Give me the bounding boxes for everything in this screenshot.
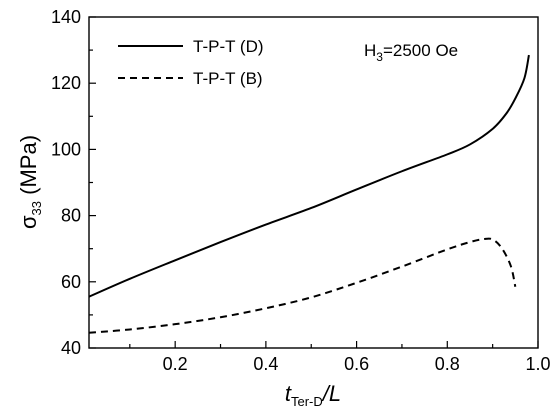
y-axis-title: σ33 (MPa) — [16, 135, 44, 229]
y-tick-label: 80 — [61, 206, 81, 226]
x-tick-label: 0.8 — [435, 354, 460, 374]
legend-label-1: T-P-T (D) — [193, 37, 264, 56]
x-tick-label: 1.0 — [525, 354, 550, 374]
annotation-field: H3=2500 Oe — [364, 41, 458, 64]
y-tick-label: 60 — [61, 272, 81, 292]
x-axis-title: tTer-D/L — [285, 381, 341, 409]
y-tick-label: 40 — [61, 338, 81, 358]
plot-frame — [88, 16, 539, 349]
y-tick-label: 120 — [51, 73, 81, 93]
legend: T-P-T (D) T-P-T (B) — [118, 37, 264, 88]
x-tick-label: 0.6 — [344, 354, 369, 374]
series-line-solid — [88, 54, 530, 298]
y-tick-label: 140 — [51, 7, 81, 27]
y-axis-ticks: 40 60 80 100 120 140 — [51, 7, 96, 358]
legend-label-2: T-P-T (B) — [193, 69, 263, 88]
x-tick-label: 0.2 — [163, 354, 188, 374]
series-line-dashed — [88, 237, 517, 334]
series-group — [88, 54, 530, 334]
y-tick-label: 100 — [51, 139, 81, 159]
x-axis-ticks: 0.2 0.4 0.6 0.8 1.0 — [129, 341, 551, 374]
x-tick-label: 0.4 — [253, 354, 278, 374]
